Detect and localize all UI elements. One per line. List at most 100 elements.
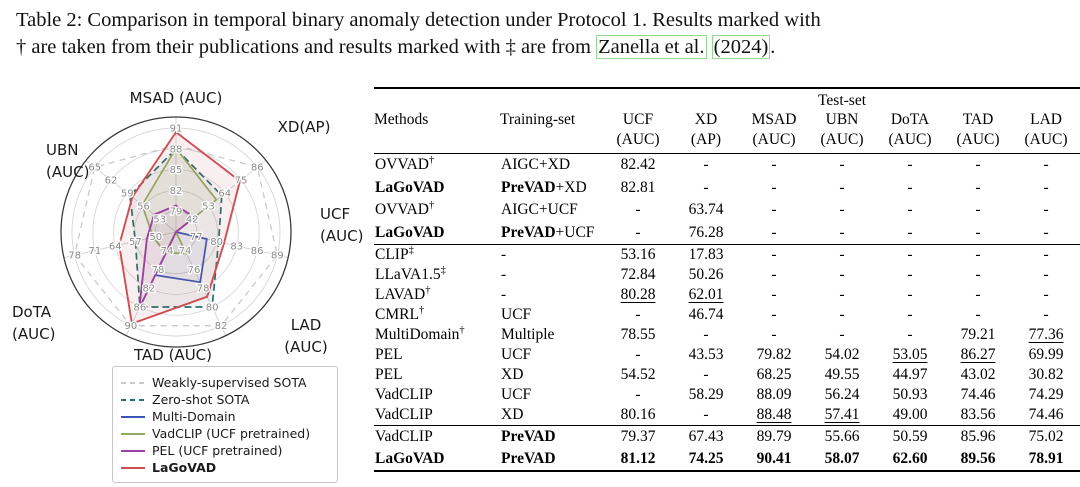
- cell-training-set: PreVAD+UCF: [501, 224, 595, 242]
- legend-label: VadCLIP (UCF pretrained): [152, 426, 311, 441]
- legend-item: VadCLIP (UCF pretrained): [121, 425, 329, 442]
- cell-value: 62.60: [892, 450, 928, 468]
- tick-label: 86: [251, 246, 264, 257]
- cell-value: -: [975, 201, 981, 219]
- header-spacer: [374, 88, 604, 110]
- cell-training-set: PreVAD+XD: [501, 178, 587, 196]
- cell-value: 81.12: [620, 450, 656, 468]
- cell-value: -: [1043, 286, 1049, 304]
- legend-label: LaGoVAD: [152, 460, 217, 475]
- legend-item: Zero-shot SOTA: [121, 391, 329, 408]
- tick-label: 53: [153, 215, 166, 226]
- cell-value: 63.74: [688, 201, 724, 219]
- cell-value: 79.37: [620, 428, 656, 446]
- cell-value: 90.41: [756, 450, 792, 468]
- cell-value: -: [839, 178, 845, 196]
- tick-label: 57: [129, 237, 142, 248]
- cell-value: 78.91: [1028, 450, 1064, 468]
- cell-value: 82.81: [620, 178, 656, 196]
- tick-label: 74: [179, 246, 192, 257]
- header-col-tad: TAD (AUC): [956, 111, 1000, 148]
- cell-method: LaGoVAD: [375, 178, 445, 196]
- cell-training-set: UCF: [501, 306, 532, 324]
- cell-value: -: [635, 224, 641, 242]
- cell-value: 58.29: [688, 386, 724, 404]
- table-row: MultiDomain† Multiple 78.55 - - - - 79.21 77.36: [374, 325, 1080, 345]
- series-lagovad: [118, 131, 241, 325]
- citation-link-author[interactable]: Zanella et al.: [596, 34, 707, 59]
- header-col-ucf: UCF (AUC): [616, 111, 660, 148]
- cell-value: 50.26: [688, 266, 724, 284]
- table-row: PEL XD 54.52 - 68.25 49.55 44.97 43.02 30.82: [374, 365, 1080, 385]
- cell-training-set: UCF: [501, 346, 532, 364]
- table-group-3: VadCLIP PreVAD 79.37 67.43 89.79 55.66 50.59 85…: [374, 425, 1080, 471]
- table-row: LLaVA1.5‡ - 72.84 50.26 - - - - -: [374, 265, 1080, 285]
- cell-value: -: [907, 326, 913, 344]
- cell-value: 43.02: [960, 366, 996, 384]
- cell-value: 30.82: [1028, 366, 1064, 384]
- cell-method: VadCLIP: [375, 428, 433, 446]
- cell-method: VadCLIP: [375, 386, 433, 404]
- header-col-lad: LAD (AUC): [1024, 111, 1068, 148]
- table-row: VadCLIP UCF - 58.29 88.09 56.24 50.93 74.46 74.2…: [374, 385, 1080, 405]
- tick-label: 62: [105, 176, 118, 187]
- table-caption: Table 2: Comparison in temporal binary a…: [16, 7, 1078, 60]
- tick-label: 74: [161, 246, 174, 257]
- table-row: CLIP‡ - 53.16 17.83 - - - - -: [374, 245, 1080, 266]
- cell-training-set: -: [501, 246, 507, 264]
- legend-item: PEL (UCF pretrained): [121, 442, 329, 459]
- cell-value: -: [771, 156, 777, 174]
- cell-value: 82.42: [620, 156, 656, 174]
- tick-label: 88: [170, 144, 183, 155]
- cell-method: LaGoVAD: [375, 450, 445, 468]
- legend-item: Multi-Domain: [121, 408, 329, 425]
- axis-label: MSAD (AUC): [130, 89, 223, 107]
- table-row: VadCLIP PreVAD 79.37 67.43 89.79 55.66 50.59 85…: [374, 426, 1080, 448]
- cell-value: -: [839, 224, 845, 242]
- cell-value: -: [907, 286, 913, 304]
- axis-spoke: [85, 159, 177, 233]
- cell-value: -: [1043, 266, 1049, 284]
- tick-label: 83: [230, 241, 243, 252]
- cell-value: 17.83: [688, 246, 724, 264]
- cell-value: -: [703, 406, 709, 424]
- tick-label: 59: [121, 189, 134, 200]
- cell-value: 57.41: [824, 406, 860, 424]
- header-col-msad: MSAD (AUC): [751, 111, 797, 148]
- cell-method: PEL: [375, 346, 403, 364]
- cell-value: -: [839, 246, 845, 264]
- cell-value: -: [1043, 246, 1049, 264]
- cell-training-set: PreVAD: [501, 450, 556, 468]
- cell-value: 78.55: [620, 326, 656, 344]
- cell-value: -: [1043, 224, 1049, 242]
- cell-value: 79.21: [960, 326, 996, 344]
- cell-value: -: [771, 178, 777, 196]
- cell-value: 74.46: [1028, 406, 1064, 424]
- cell-value: 53.05: [892, 346, 928, 364]
- table-row: OVVAD† AIGC+UCF - 63.74 - - - - -: [374, 199, 1080, 222]
- tick-label: 78: [152, 265, 165, 276]
- axis-label: LAD (AUC): [284, 316, 327, 356]
- cell-value: -: [1043, 178, 1049, 196]
- legend-line-swatch: [121, 431, 145, 437]
- cell-value: 80.16: [620, 406, 656, 424]
- citation-link-year[interactable]: (2024): [711, 34, 771, 59]
- tick-label: 89: [271, 251, 284, 262]
- cell-value: 46.74: [688, 306, 724, 324]
- cell-value: -: [635, 306, 641, 324]
- cell-method: CLIP‡: [375, 245, 414, 264]
- cell-value: 75.02: [1028, 428, 1064, 446]
- header-col-dota: DoTA (AUC): [888, 111, 932, 148]
- cell-value: -: [975, 286, 981, 304]
- results-table-wrap: Test-set Methods Training-set UCF (AUC) XD…: [374, 87, 1080, 472]
- cell-value: 79.82: [756, 346, 792, 364]
- cell-value: 83.56: [960, 406, 996, 424]
- cell-method: OVVAD†: [375, 155, 435, 174]
- axis-label: XD(AP): [278, 118, 331, 136]
- cell-value: 74.29: [1028, 386, 1064, 404]
- cell-value: -: [839, 201, 845, 219]
- header-testset: Test-set: [818, 92, 867, 109]
- table-row: OVVAD† AIGC+XD 82.42 - - - - - -: [374, 154, 1080, 177]
